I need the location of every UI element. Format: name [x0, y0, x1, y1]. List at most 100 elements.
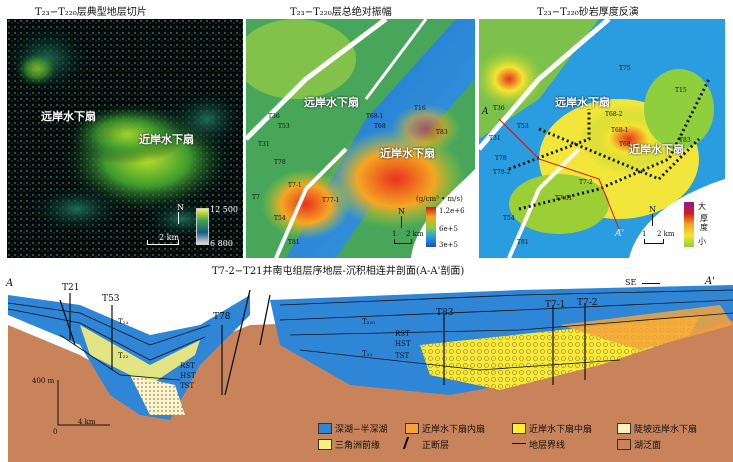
tick-low: 3e+5 [439, 241, 458, 249]
legend-swatch-inner-fan [405, 423, 419, 434]
horizon-4: T₂₃ [362, 350, 373, 358]
tract-rst-1: RST [180, 362, 195, 370]
colorbar-min: 6 800 [210, 239, 233, 248]
label-far-shore-fan: 远岸水下扇 [555, 96, 610, 109]
north-arrow-line [178, 212, 179, 224]
tract-hst-1: HST [180, 372, 196, 380]
tract-rst-2: RST [395, 330, 410, 338]
well-T7-1: T7-1 [545, 300, 566, 310]
well-T36: T36 [268, 113, 280, 120]
legend-mid-fan: 近岸水下扇中扇 [529, 425, 593, 435]
well-T53: T53 [517, 123, 529, 130]
cross-section [7, 285, 733, 462]
well-T68-1: T68-1 [611, 127, 629, 134]
line-end-a2: A' [615, 229, 624, 239]
well-T7-01: T7-01 [555, 195, 573, 202]
scale-horizontal: 4 km [78, 418, 96, 426]
well-T68: T68 [619, 141, 631, 148]
tract-hst-2: HST [395, 340, 411, 348]
well-T31: T31 [258, 141, 270, 148]
colorbar-max: 12 500 [210, 205, 238, 214]
horizon-2: T₂₂ [118, 352, 129, 360]
legend-swatch-flooding [617, 439, 631, 450]
colorbar [196, 208, 209, 245]
well-T83: T83 [436, 129, 448, 136]
stratal-slice-map: 远岸水下扇 近岸水下扇 12 500 6 800 N 2 km [7, 19, 243, 258]
north-arrow-line [401, 216, 402, 228]
legend-boundary: 地层界线 [529, 441, 566, 451]
direction-se: SE [625, 278, 637, 287]
scale-bar [644, 239, 664, 244]
well-T54: T54 [503, 215, 515, 222]
well-T7-2: T7-2 [579, 179, 593, 186]
section-end-a: A [6, 278, 14, 289]
panel2-title: T₂₃−T₂₂₀层总绝对振幅 [290, 7, 392, 18]
tick-mid: 6e+5 [439, 225, 458, 233]
well-T81: T81 [288, 239, 300, 246]
scale-0: 1 [392, 230, 397, 238]
amplitude-image [246, 19, 475, 258]
legend-steep-fan: 陡坡远岸水下扇 [634, 425, 698, 435]
tract-tst-1: TST [180, 382, 195, 390]
well-T36: T36 [493, 105, 505, 112]
panel1-title: T₂₃−T₂₂₀层典型地层切片 [35, 7, 147, 18]
scale-0: 1 [642, 230, 647, 238]
line-end-a: A [482, 107, 489, 117]
panel3-title: T₂₃−T₂₂₀砂岩厚度反演 [537, 7, 639, 18]
label-near-shore-fan: 近岸水下扇 [629, 143, 684, 156]
well-T21: T21 [62, 283, 80, 293]
well-T7-2: T7-2 [577, 298, 598, 308]
north-arrow-line [652, 214, 653, 226]
well-T16: T16 [414, 105, 426, 112]
horizon-1: T₂₃ [118, 318, 129, 326]
north-arrow: N [649, 205, 656, 214]
legend-swatch-mid-fan [512, 423, 526, 434]
legend-fault: 正断层 [422, 441, 450, 451]
well-T7-1: T7-1 [288, 182, 302, 189]
tract-tst-2: TST [395, 352, 410, 360]
well-T78: T78 [213, 312, 231, 322]
legend-inner-fan: 近岸水下扇内扇 [422, 425, 486, 435]
well-T83: T83 [679, 137, 691, 144]
well-T7: T7 [252, 194, 260, 201]
scale-1: 2 km [657, 230, 675, 238]
well-T68-2: T68-2 [605, 111, 623, 118]
well-T53: T53 [278, 123, 290, 130]
well-T31: T31 [489, 135, 501, 142]
well-T78-2: T78-2 [493, 169, 511, 176]
well-T54: T54 [274, 215, 286, 222]
well-T81: T81 [517, 239, 529, 246]
well-T53: T53 [102, 294, 120, 304]
horizon-3: T₂₂₀ [362, 318, 376, 326]
label-far-shore-fan: 远岸水下扇 [304, 96, 359, 109]
scale-vertical: 400 m [32, 377, 55, 385]
scale-bar [147, 240, 179, 245]
sand-thickness-map: 远岸水下扇 近岸水下扇 T75 T15 T36 T53 T31 T78 T78-… [479, 19, 725, 258]
scale-zero: 0 [53, 428, 58, 436]
well-T68: T68 [374, 123, 386, 130]
amplitude-map: 远岸水下扇 近岸水下扇 T16 T68-1 T68 T83 T36 T31 T7… [246, 19, 475, 258]
north-arrow: N [177, 203, 184, 212]
legend-bottom: 小 [698, 237, 706, 246]
label-far-shore-fan: 远岸水下扇 [41, 110, 96, 123]
section-title: T7-2−T21井南屯组层序地层-沉积相连井剖面(A-A'剖面) [212, 266, 465, 277]
label-near-shore-fan: 近岸水下扇 [380, 147, 435, 160]
legend-swatch-deep-lake [318, 423, 332, 434]
well-T15: T15 [675, 87, 687, 94]
amplitude-colorbar [426, 207, 436, 247]
well-T75: T75 [619, 65, 631, 72]
legend-swatch-steep-fan [617, 423, 631, 434]
well-T83: T83 [436, 308, 454, 318]
amplitude-unit: (g/cm³ • m/s) [416, 195, 463, 203]
well-T77-1: T77-1 [322, 197, 340, 204]
legend-flooding: 湖泛面 [634, 441, 662, 451]
scale-bar [394, 239, 412, 244]
section-end-a2: A' [705, 276, 715, 287]
legend-deep-lake: 深湖−半深湖 [335, 425, 388, 435]
legend-delta: 三角洲前缘 [335, 441, 381, 451]
north-arrow: N [398, 207, 405, 216]
legend-top: 大 [698, 202, 706, 211]
well-T78: T78 [274, 159, 286, 166]
scale-label: 2 km [159, 233, 180, 242]
legend-mid: 厚度 [700, 214, 708, 232]
